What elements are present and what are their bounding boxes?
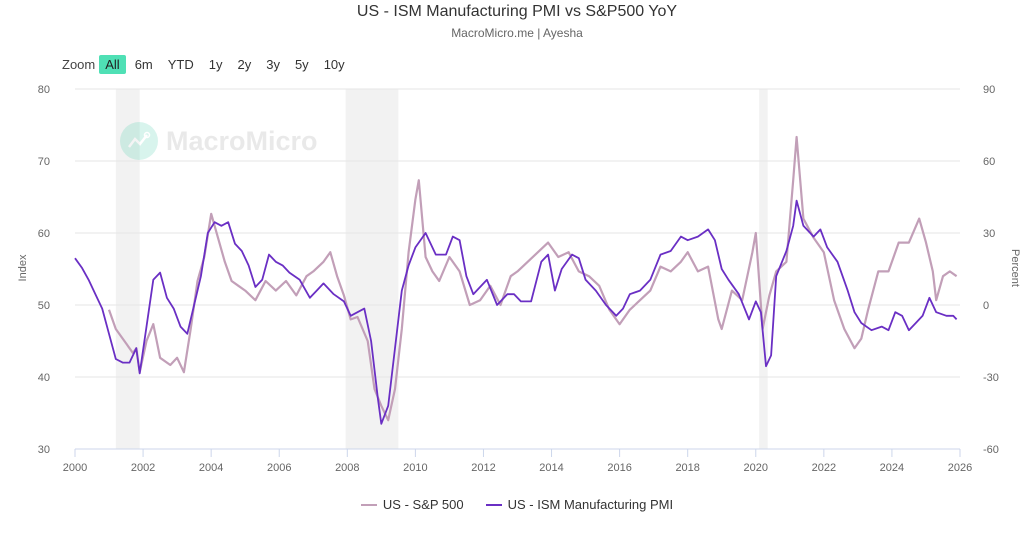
range-selector-label: Zoom <box>62 57 96 72</box>
range-button-3y[interactable]: 3y <box>266 57 280 72</box>
x-tick-label: 2024 <box>880 462 904 474</box>
y-left-tick-label: 30 <box>38 444 50 456</box>
x-tick-label: 2016 <box>607 462 631 474</box>
y-axis-left-title: Index <box>17 254 29 281</box>
x-tick-label: 2018 <box>675 462 699 474</box>
y-left-tick-label: 50 <box>38 300 50 312</box>
y-right-tick-label: 30 <box>983 228 995 240</box>
range-selector: Zoom All 6m YTD 1y 2y 3y 5y 10y <box>62 55 354 74</box>
x-tick-label: 2006 <box>267 462 291 474</box>
y-right-tick-label: 0 <box>983 300 989 312</box>
legend-label-ism: US - ISM Manufacturing PMI <box>507 497 674 512</box>
x-tick-label: 2010 <box>403 462 427 474</box>
series-line-ism <box>74 199 958 425</box>
legend-item-ism[interactable]: US - ISM Manufacturing PMI <box>485 497 674 512</box>
recession-band <box>759 89 768 449</box>
y-right-tick-label: 90 <box>983 84 995 96</box>
recession-band <box>345 89 399 449</box>
series-line-sp500 <box>107 135 958 422</box>
x-tick-label: 2012 <box>471 462 495 474</box>
x-tick-label: 2000 <box>63 462 87 474</box>
x-tick-label: 2008 <box>335 462 359 474</box>
y-left-tick-label: 40 <box>38 372 50 384</box>
range-button-1y[interactable]: 1y <box>208 57 223 72</box>
x-axis: 2000 2002 2004 2006 2008 2010 2012 2014 2016 2018… <box>63 449 972 474</box>
chart-logo-icon <box>120 122 158 160</box>
legend-swatch-ism <box>485 503 502 506</box>
range-button-2y[interactable]: 2y <box>237 57 252 72</box>
x-tick-label: 2026 <box>948 462 972 474</box>
range-button-6m[interactable]: 6m <box>134 57 153 72</box>
y-axis-right-title: Percent <box>1009 249 1021 287</box>
y-right-tick-label: -60 <box>983 444 999 456</box>
range-button-10y[interactable]: 10y <box>323 57 345 72</box>
x-tick-label: 2014 <box>539 462 563 474</box>
chart-subtitle: MacroMicro.me | Ayesha <box>451 26 583 40</box>
y-right-tick-label: 60 <box>983 156 995 168</box>
legend: US - S&P 500 US - ISM Manufacturing PMI <box>0 497 1034 512</box>
x-tick-label: 2022 <box>812 462 836 474</box>
watermark-text: MacroMicro <box>166 125 318 156</box>
y-right-tick-label: -30 <box>983 372 999 384</box>
y-left-tick-label: 60 <box>38 228 50 240</box>
watermark: MacroMicro <box>120 122 318 160</box>
range-button-5y[interactable]: 5y <box>294 57 309 72</box>
series-lines <box>74 135 958 425</box>
range-button-ytd[interactable]: YTD <box>167 57 194 72</box>
x-tick-label: 2002 <box>131 462 155 474</box>
y-left-tick-label: 70 <box>38 156 50 168</box>
y-axis-right: -60 -30 0 30 60 90 <box>983 84 999 456</box>
y-left-tick-label: 80 <box>38 84 50 96</box>
range-button-all[interactable]: All <box>99 55 126 74</box>
y-axis-left: 30 40 50 60 70 80 <box>38 84 50 456</box>
legend-item-sp500[interactable]: US - S&P 500 <box>360 497 464 512</box>
legend-swatch-sp500 <box>360 503 377 506</box>
recession-band <box>115 89 140 449</box>
grid-lines <box>75 88 960 450</box>
x-tick-label: 2004 <box>199 462 223 474</box>
legend-label-sp500: US - S&P 500 <box>382 497 464 512</box>
x-tick-label: 2020 <box>744 462 768 474</box>
chart-title: US - ISM Manufacturing PMI vs S&P500 YoY <box>356 3 678 20</box>
